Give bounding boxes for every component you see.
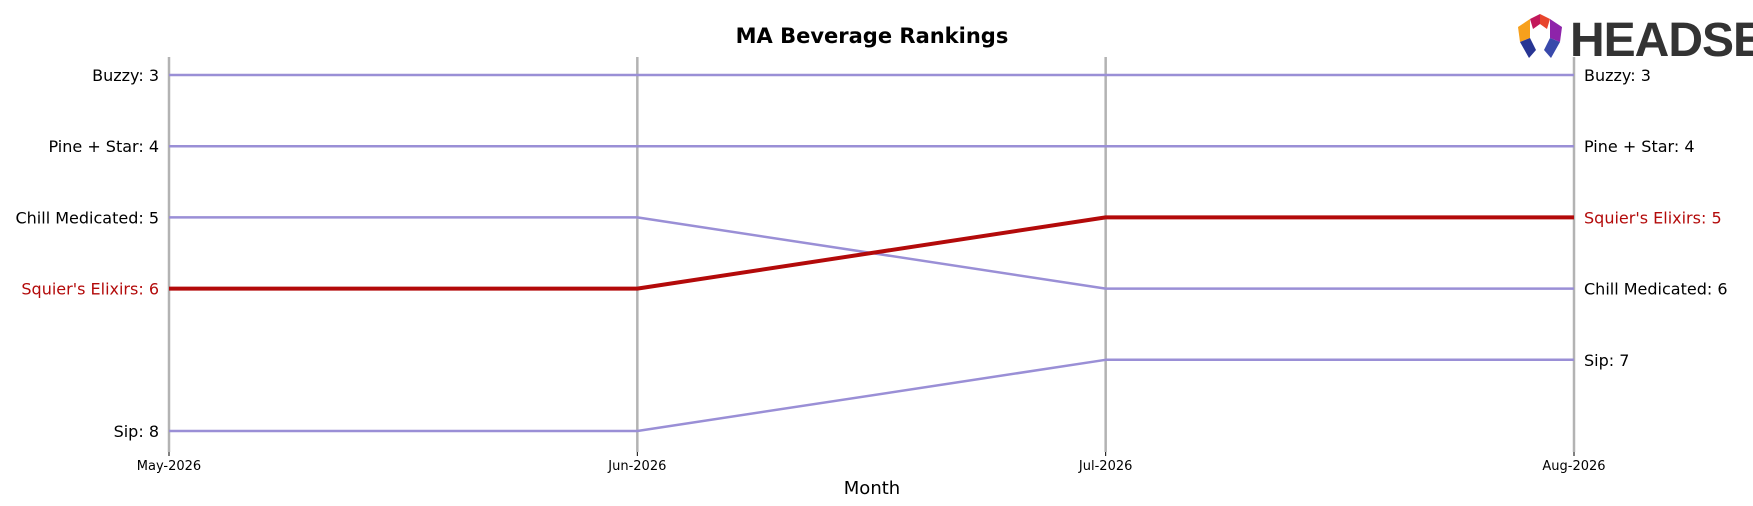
right-label-squier-s-elixirs: Squier's Elixirs: 5 <box>1584 208 1722 227</box>
series-line-sip <box>169 358 1574 433</box>
right-label-sip: Sip: 7 <box>1584 351 1629 370</box>
series-line-squier-s-elixirs <box>169 215 1574 291</box>
x-tick-label-4: Aug-2026 <box>1542 459 1605 474</box>
right-rank-labels: Buzzy: 3 Pine + Star: 4 Chill Medicated: 6… <box>1584 66 1728 370</box>
month-gridlines <box>167 57 1576 452</box>
right-label-chill-medicated: Chill Medicated: 6 <box>1584 280 1728 299</box>
series-lines <box>169 73 1574 433</box>
x-axis-label: Month <box>844 478 900 499</box>
headset-logo: HEADSET <box>1518 14 1753 67</box>
right-label-pine-star: Pine + Star: 4 <box>1584 137 1695 156</box>
left-label-chill-medicated: Chill Medicated: 5 <box>15 208 159 227</box>
headset-logo-mark <box>1518 14 1562 58</box>
left-label-pine-star: Pine + Star: 4 <box>49 137 160 156</box>
headset-logo-text: HEADSET <box>1570 14 1753 67</box>
x-tick-label-3: Jul-2026 <box>1078 459 1132 474</box>
chart-title: MA Beverage Rankings <box>736 24 1009 48</box>
left-label-buzzy: Buzzy: 3 <box>92 66 159 85</box>
x-tick-label-2: Jun-2026 <box>607 459 666 474</box>
left-label-sip: Sip: 8 <box>114 422 159 441</box>
right-label-buzzy: Buzzy: 3 <box>1584 66 1651 85</box>
left-label-squier-s-elixirs: Squier's Elixirs: 6 <box>21 280 159 299</box>
x-tick-labels: May-2026 Jun-2026 Jul-2026 Aug-2026 <box>137 452 1606 474</box>
left-rank-labels: Buzzy: 3 Pine + Star: 4 Chill Medicated: 5… <box>15 66 159 441</box>
x-tick-label-1: May-2026 <box>137 459 201 474</box>
